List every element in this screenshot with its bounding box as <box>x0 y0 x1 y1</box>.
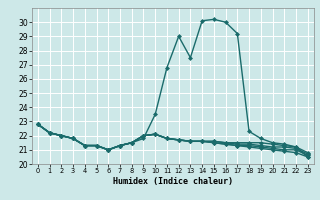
X-axis label: Humidex (Indice chaleur): Humidex (Indice chaleur) <box>113 177 233 186</box>
